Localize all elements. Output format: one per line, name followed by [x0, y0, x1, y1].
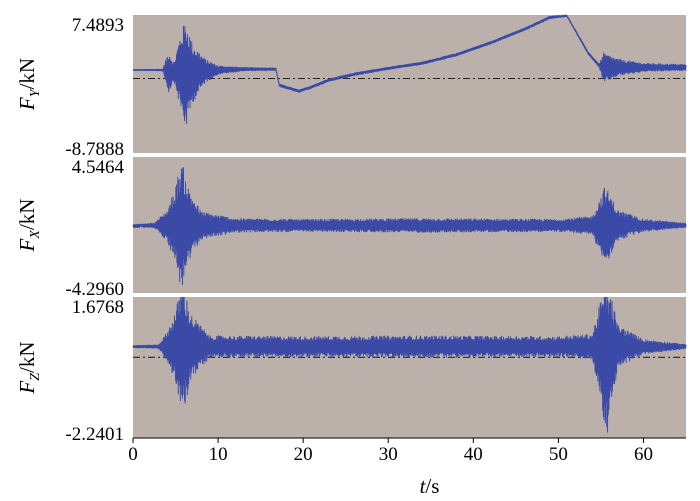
ymax-label: 1.6768 [72, 297, 124, 318]
ymin-label: -4.2960 [65, 279, 124, 300]
panel-separator [131, 293, 688, 297]
ylabel-sub: Y [28, 87, 43, 97]
panel-separator [131, 153, 688, 157]
x-tick-label: 30 [379, 444, 398, 465]
ylabel-unit: /kN [15, 58, 39, 90]
ylabel-sub: X [28, 230, 43, 240]
x-tick-label: 40 [464, 444, 483, 465]
panel-z: 1.6768 -2.2401 FZ/kN [15, 296, 687, 445]
x-tick-label: 10 [209, 444, 228, 465]
panel-y: 7.4893 -8.7888 FY/kN [15, 14, 687, 160]
ymax-label: 7.4893 [72, 15, 124, 36]
x-tick-label: 20 [294, 444, 313, 465]
ylabel-unit: /kN [15, 341, 39, 373]
ylabel-sub: Z [28, 373, 43, 381]
ymin-label: -8.7888 [65, 139, 124, 160]
x-axis-label: t/s [420, 474, 440, 498]
panel-background [133, 15, 686, 153]
ymax-label: 4.5464 [72, 157, 125, 178]
ylabel-var: F [15, 381, 39, 395]
x-tick-label: 60 [634, 444, 653, 465]
ylabel: FX/kN [15, 199, 43, 253]
ylabel-var: F [15, 238, 39, 252]
ylabel: FY/kN [15, 58, 43, 111]
ylabel-unit: /kN [15, 199, 39, 231]
signal-trace [132, 167, 687, 286]
ylabel-var: F [15, 97, 39, 111]
signal-trace [132, 296, 687, 433]
panel-x: 4.5464 -4.2960 FX/kN [15, 157, 687, 300]
signal-trace [132, 14, 687, 125]
panel-background [133, 297, 686, 438]
ymin-label: -2.2401 [65, 424, 124, 445]
x-tick-label: 0 [128, 444, 138, 465]
x-tick-label: 50 [549, 444, 568, 465]
x-axis-label-var: t [420, 474, 427, 498]
ylabel: FZ/kN [15, 341, 43, 394]
x-axis-label-unit: /s [425, 474, 439, 498]
